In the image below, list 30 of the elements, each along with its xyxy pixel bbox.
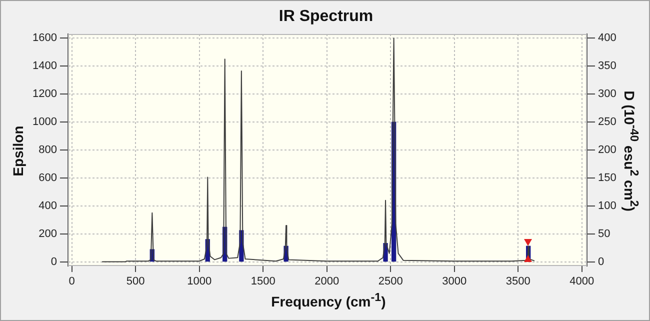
y2-tick-label: 250 — [598, 116, 616, 128]
y2-tick-label: 100 — [598, 200, 616, 212]
y-tick-label: 1600 — [32, 32, 57, 44]
y-tick-label: 0 — [50, 256, 57, 268]
y-tick-label: 1400 — [32, 60, 57, 72]
y-tick-label: 400 — [38, 200, 57, 212]
y2-tick-label: 400 — [598, 32, 616, 44]
x-tick-label: 2500 — [378, 276, 403, 288]
chart-title: IR Spectrum — [278, 8, 374, 26]
y2-tick-label: 200 — [598, 144, 616, 156]
x-tick-label: 1500 — [250, 276, 276, 288]
y-axis-title: Epsilon — [10, 126, 26, 176]
x-tick-label: 500 — [126, 276, 145, 288]
x-tick-label: 2000 — [314, 276, 340, 288]
y2-tick-label: 300 — [598, 88, 616, 100]
x-tick-label: 0 — [68, 276, 75, 288]
x-tick-label: 4000 — [570, 276, 594, 288]
y-tick-label: 200 — [38, 228, 57, 240]
y-tick-label: 800 — [38, 144, 57, 156]
y2-tick-label: 0 — [598, 256, 604, 268]
y2-tick-label: 350 — [598, 60, 616, 72]
y-tick-label: 1200 — [32, 88, 57, 100]
x-axis-title: Frequency (cm$^{-1}$) — [270, 291, 387, 310]
x-tick-label: 3500 — [506, 276, 530, 288]
x-tick-label: 3000 — [442, 276, 467, 288]
y2-tick-label: 50 — [598, 228, 610, 240]
y-tick-label: 600 — [38, 172, 57, 184]
y2-tick-label: 150 — [598, 172, 616, 184]
y-tick-label: 1000 — [32, 116, 57, 128]
x-tick-label: 1000 — [187, 276, 212, 288]
